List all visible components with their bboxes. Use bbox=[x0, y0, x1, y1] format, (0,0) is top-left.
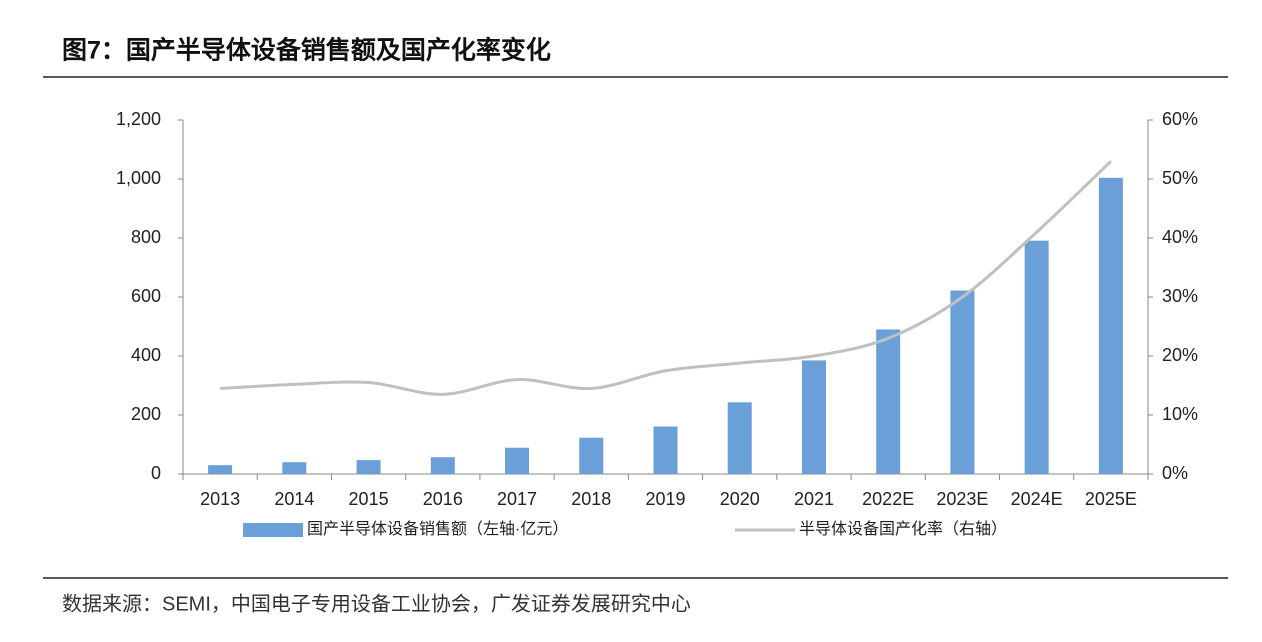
y-tick-label: 1,000 bbox=[116, 168, 161, 188]
x-tick-label: 2021 bbox=[794, 489, 834, 509]
source-note: 数据来源：SEMI，中国电子专用设备工业协会，广发证券发展研究中心 bbox=[62, 592, 691, 615]
bar bbox=[653, 426, 678, 474]
bar bbox=[950, 290, 975, 474]
x-tick-label: 2022E bbox=[862, 489, 914, 509]
legend-label: 半导体设备国产化率（右轴） bbox=[799, 520, 1007, 538]
x-tick-label: 2014 bbox=[274, 489, 314, 509]
y-tick-label: 400 bbox=[131, 345, 161, 365]
y2-tick-label: 20% bbox=[1162, 345, 1198, 365]
x-tick-label: 2018 bbox=[571, 489, 611, 509]
x-tick-label: 2017 bbox=[497, 489, 537, 509]
x-tick-label: 2023E bbox=[936, 489, 988, 509]
bar bbox=[801, 360, 826, 474]
bar bbox=[876, 329, 901, 474]
chart-title: 图7：国产半导体设备销售额及国产化率变化 bbox=[62, 36, 551, 65]
y2-tick-label: 60% bbox=[1162, 109, 1198, 129]
y2-tick-label: 40% bbox=[1162, 227, 1198, 247]
bar bbox=[356, 460, 381, 474]
y-tick-label: 800 bbox=[131, 227, 161, 247]
bar bbox=[579, 437, 604, 474]
x-tick-label: 2019 bbox=[645, 489, 685, 509]
bar bbox=[1024, 240, 1049, 474]
y-tick-label: 0 bbox=[151, 463, 161, 483]
y-tick-label: 600 bbox=[131, 286, 161, 306]
x-tick-label: 2024E bbox=[1011, 489, 1063, 509]
x-tick-label: 2015 bbox=[349, 489, 389, 509]
y-tick-label: 200 bbox=[131, 404, 161, 424]
y2-tick-label: 50% bbox=[1162, 168, 1198, 188]
bar bbox=[505, 447, 530, 474]
y-tick-label: 1,200 bbox=[116, 109, 161, 129]
bar bbox=[208, 465, 233, 474]
bar bbox=[282, 462, 307, 474]
y2-tick-label: 0% bbox=[1162, 463, 1188, 483]
y2-tick-label: 30% bbox=[1162, 286, 1198, 306]
x-tick-label: 2020 bbox=[720, 489, 760, 509]
legend-swatch bbox=[243, 523, 303, 537]
line bbox=[220, 160, 1112, 396]
x-tick-label: 2025E bbox=[1085, 489, 1137, 509]
bar bbox=[430, 457, 455, 474]
x-tick-label: 2013 bbox=[200, 489, 240, 509]
bar bbox=[727, 402, 752, 474]
x-tick-label: 2016 bbox=[423, 489, 463, 509]
legend-label: 国产半导体设备销售额（左轴·亿元） bbox=[307, 520, 568, 538]
bar bbox=[1098, 177, 1123, 474]
y2-tick-label: 10% bbox=[1162, 404, 1198, 424]
